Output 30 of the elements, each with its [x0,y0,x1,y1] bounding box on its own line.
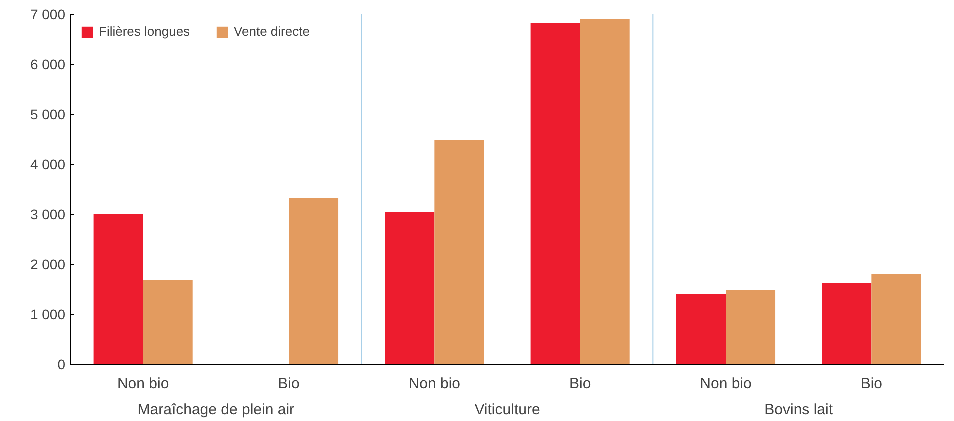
text: Viticulture [474,402,540,418]
x-tick-label: Non bio [408,376,461,392]
text: Maraîchage de plein air [138,402,295,418]
y-tick-label: 2 000 [30,256,66,272]
bar [676,294,726,364]
bar [872,274,922,364]
bar [94,214,144,364]
y-tick-label: 4 000 [30,156,66,172]
x-tick-label: Bio [569,376,592,392]
y-tick-label: 6 000 [30,56,66,72]
text: Bovins lait [764,402,834,418]
bar [143,280,193,364]
x-tick-label: Bio [860,376,883,392]
bar [289,198,339,364]
x-tick-label: Bio [278,376,300,392]
y-tick-label: 0 [58,356,66,372]
x-tick-label: Non bio [700,376,752,392]
legend-label: Vente directe [234,24,310,39]
bar [385,212,435,364]
y-tick-label: 7 000 [30,6,66,22]
x-tick-label: Non bio [117,376,170,392]
bar [726,290,776,364]
y-tick-label: 5 000 [30,106,66,122]
y-tick-label: 3 000 [30,206,66,222]
legend-label: Filières longues [99,24,190,39]
bar [530,24,580,364]
bar [580,20,630,364]
bar [434,140,484,364]
bar [822,284,872,364]
y-tick-label: 1 000 [30,306,66,322]
